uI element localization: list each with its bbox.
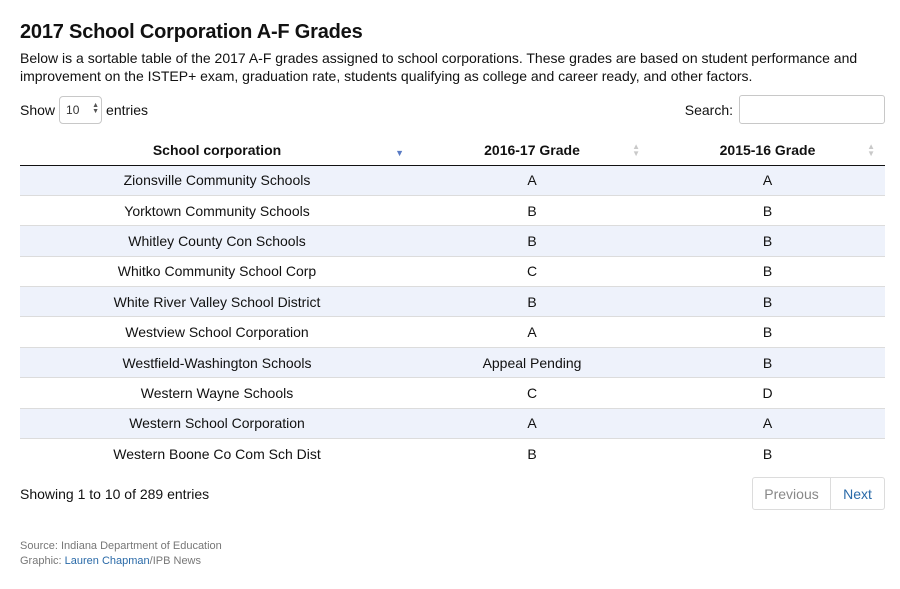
grade-2016-17-cell: C — [414, 255, 650, 287]
grade-2015-16-cell: B — [650, 438, 885, 469]
grade-2016-17-cell: A — [414, 165, 650, 196]
source-credit: Source: Indiana Department of Education — [20, 540, 222, 552]
school-name-cell: Zionsville Community Schools — [20, 165, 414, 196]
credits: Source: Indiana Department of Education … — [20, 539, 222, 569]
grade-2016-17-cell: A — [414, 316, 650, 348]
grade-2016-17-cell: B — [414, 194, 650, 226]
column-header-2015-16-grade[interactable]: 2015-16 Grade ▲ ▼ — [650, 135, 885, 166]
table-row: White River Valley School District B B — [20, 286, 885, 317]
sort-both-icon: ▲ ▼ — [632, 142, 640, 158]
grade-2015-16-cell: B — [650, 286, 885, 317]
table-row: Zionsville Community Schools A A — [20, 165, 885, 196]
pagination: Previous Next — [752, 477, 885, 510]
table-row: Westfield-Washington Schools Appeal Pend… — [20, 346, 885, 378]
grade-2015-16-cell: B — [650, 346, 885, 378]
school-name-cell: Western School Corporation — [20, 407, 414, 439]
school-name-cell: Whitley County Con Schools — [20, 225, 414, 257]
grade-2016-17-cell: B — [414, 225, 650, 257]
entries-length-control: Show 10 ▲ ▼ entries — [20, 96, 148, 124]
show-label: Show — [20, 102, 56, 118]
search-control: Search: — [685, 95, 885, 124]
previous-page-button[interactable]: Previous — [753, 478, 831, 509]
graphic-author-link[interactable]: Lauren Chapman — [64, 555, 150, 567]
search-input[interactable] — [739, 95, 885, 124]
sort-both-icon: ▲ ▼ — [867, 142, 875, 158]
column-header-school-corporation[interactable]: School corporation ▼ — [20, 135, 414, 166]
sort-descending-icon: ▼ — [395, 148, 404, 158]
table-header-row: School corporation ▼ 2016-17 Grade ▲ ▼ 20… — [20, 135, 885, 166]
table-info: Showing 1 to 10 of 289 entries — [20, 486, 210, 502]
grade-2015-16-cell: D — [650, 377, 885, 409]
column-header-2016-17-grade[interactable]: 2016-17 Grade ▲ ▼ — [414, 135, 650, 166]
table-row: Whitko Community School Corp C B — [20, 255, 885, 287]
graphic-credit: Graphic: Lauren Chapman/IPB News — [20, 554, 222, 569]
grade-2016-17-cell: B — [414, 286, 650, 317]
grade-2015-16-cell: A — [650, 407, 885, 439]
entries-select-wrapper: 10 ▲ ▼ — [55, 96, 106, 124]
table-row: Westview School Corporation A B — [20, 316, 885, 348]
grade-2016-17-cell: A — [414, 407, 650, 439]
table-row: Yorktown Community Schools B B — [20, 194, 885, 226]
school-name-cell: White River Valley School District — [20, 286, 414, 317]
graphic-suffix: /IPB News — [149, 555, 202, 567]
page-description: Below is a sortable table of the 2017 A-… — [20, 50, 858, 84]
entries-select[interactable]: 10 — [59, 96, 103, 124]
grades-table: School corporation ▼ 2016-17 Grade ▲ ▼ 20… — [20, 135, 885, 469]
school-name-cell: Western Boone Co Com Sch Dist — [20, 438, 414, 469]
grade-2015-16-cell: B — [650, 255, 885, 287]
school-name-cell: Whitko Community School Corp — [20, 255, 414, 287]
column-header-label: 2016-17 Grade — [484, 141, 580, 158]
grade-2016-17-cell: Appeal Pending — [414, 346, 650, 378]
table-row: Western School Corporation A A — [20, 407, 885, 439]
school-name-cell: Western Wayne Schools — [20, 377, 414, 409]
table-row: Whitley County Con Schools B B — [20, 225, 885, 257]
page-title: 2017 School Corporation A-F Grades — [20, 21, 363, 43]
table-row: Western Wayne Schools C D — [20, 377, 885, 409]
column-header-label: School corporation — [152, 141, 282, 158]
grade-2016-17-cell: C — [414, 377, 650, 409]
column-header-label: 2015-16 Grade — [719, 141, 816, 158]
school-name-cell: Westview School Corporation — [20, 316, 414, 348]
next-page-button[interactable]: Next — [843, 485, 872, 502]
grade-2016-17-cell: B — [414, 438, 650, 469]
school-name-cell: Westfield-Washington Schools — [20, 346, 414, 378]
search-label: Search: — [684, 101, 733, 118]
grade-2015-16-cell: B — [650, 225, 885, 257]
table-row: Western Boone Co Com Sch Dist B B — [20, 438, 885, 469]
entries-label: entries — [106, 102, 149, 118]
graphic-prefix: Graphic: — [20, 555, 65, 567]
grade-2015-16-cell: B — [650, 316, 885, 348]
school-name-cell: Yorktown Community Schools — [20, 194, 414, 226]
grade-2015-16-cell: B — [650, 194, 885, 226]
grade-2015-16-cell: A — [650, 165, 885, 196]
